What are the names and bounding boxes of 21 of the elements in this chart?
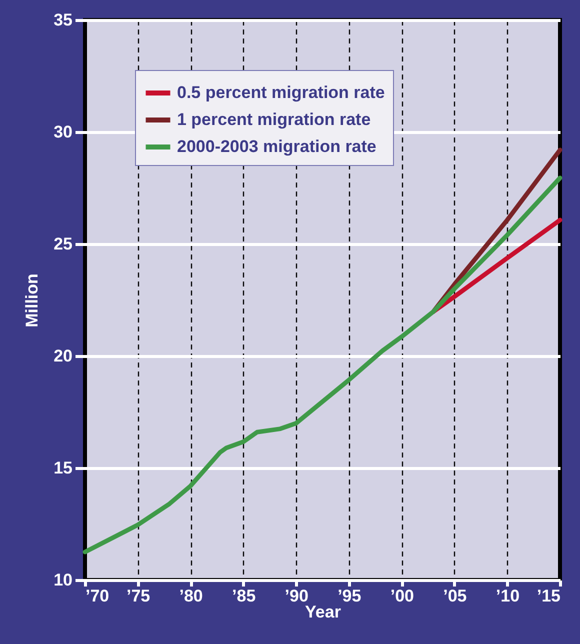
x-tick-label: ’15 [536, 586, 560, 606]
y-tick-label: 10 [54, 570, 72, 590]
y-tick-label: 35 [54, 10, 72, 30]
x-tick-label: ’85 [232, 586, 256, 606]
x-tick-label: ’75 [126, 586, 150, 606]
legend-label: 0.5 percent migration rate [177, 83, 385, 102]
x-tick-label: ’05 [443, 586, 467, 606]
x-tick-label: ’80 [179, 586, 203, 606]
y-tick-label: 25 [54, 234, 72, 254]
y-tick-label: 30 [54, 122, 72, 142]
x-tick-label: ’95 [338, 586, 362, 606]
x-axis-title: Year [305, 602, 342, 622]
legend-label: 2000-2003 migration rate [177, 137, 376, 156]
y-axis-title: Million [22, 274, 42, 328]
x-tick-label: ’70 [86, 586, 110, 606]
x-tick-label: ’10 [496, 586, 520, 606]
x-tick-label: ’90 [284, 586, 308, 606]
y-tick-label: 20 [54, 346, 72, 366]
y-tick-label: 15 [54, 458, 72, 478]
x-tick-label: ’00 [390, 586, 414, 606]
legend-label: 1 percent migration rate [177, 110, 371, 129]
